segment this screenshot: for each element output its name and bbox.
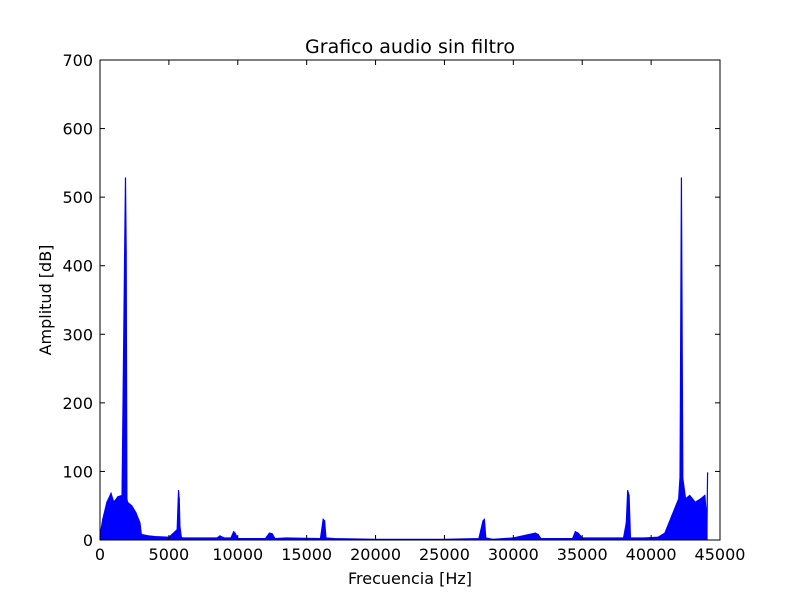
data-point — [694, 501, 696, 503]
plot-frame — [99, 59, 721, 541]
data-point — [154, 535, 156, 538]
data-point — [274, 538, 276, 540]
data-point — [233, 531, 235, 533]
data-point — [678, 498, 680, 500]
data-point — [482, 520, 484, 522]
data-point — [323, 520, 326, 522]
data-point — [117, 496, 119, 498]
data-point — [622, 537, 625, 539]
y-tick-label: 600 — [62, 120, 93, 139]
data-point — [140, 533, 142, 536]
data-point — [271, 533, 273, 535]
data-point — [178, 498, 180, 500]
x-tick-label: 30000 — [488, 545, 539, 564]
data-point — [537, 533, 539, 536]
data-point — [180, 536, 182, 538]
data-point — [534, 532, 536, 534]
data-point — [195, 537, 198, 539]
data-point — [689, 494, 691, 497]
data-point — [230, 537, 232, 539]
data-point — [126, 501, 129, 503]
data-point — [223, 537, 225, 539]
data-point — [643, 537, 645, 539]
data-point — [574, 531, 576, 533]
y-tick-label: 300 — [62, 325, 93, 344]
data-point — [125, 251, 127, 253]
data-point — [113, 501, 115, 503]
data-point — [182, 537, 184, 539]
data-point — [110, 492, 112, 494]
data-point — [216, 537, 218, 539]
y-tick-label: 500 — [62, 188, 93, 207]
data-point — [627, 490, 629, 492]
y-tick-label: 0 — [83, 531, 93, 550]
data-point — [577, 532, 579, 534]
data-point — [319, 538, 322, 540]
x-tick-label: 15000 — [281, 545, 332, 564]
data-point — [268, 532, 271, 534]
x-tick-label: 40000 — [626, 545, 677, 564]
data-point — [629, 537, 632, 539]
x-tick-label: 0 — [95, 545, 105, 564]
data-point — [285, 537, 287, 539]
data-point — [684, 498, 687, 500]
data-point — [657, 536, 659, 538]
data-point — [135, 511, 137, 514]
y-tick-label: 400 — [62, 257, 93, 276]
x-tick-label: 25000 — [419, 545, 470, 564]
data-point — [322, 518, 324, 521]
data-point — [679, 476, 681, 478]
y-tick-label: 700 — [62, 51, 93, 70]
data-point — [126, 498, 128, 500]
data-point — [121, 494, 123, 497]
data-point — [700, 498, 702, 500]
chart-title: Grafico audio sin filtro — [305, 36, 515, 58]
data-point — [325, 537, 327, 539]
data-point — [478, 538, 480, 540]
data-point — [680, 177, 683, 179]
data-point — [664, 532, 666, 534]
data-point — [704, 494, 706, 497]
data-point — [179, 525, 181, 527]
data-point — [682, 477, 684, 479]
x-axis-label: Frecuencia [Hz] — [348, 569, 472, 588]
x-tick-label: 20000 — [350, 545, 401, 564]
data-point — [707, 472, 709, 474]
data-point — [628, 494, 630, 497]
data-point — [176, 529, 178, 531]
y-tick-label: 100 — [62, 462, 93, 481]
data-point — [706, 525, 708, 527]
data-point — [571, 538, 574, 540]
y-axis-label: Amplitud [dB] — [36, 245, 55, 356]
data-point — [219, 535, 221, 537]
data-point — [675, 505, 677, 507]
x-tick-label: 5000 — [149, 545, 190, 564]
data-point — [625, 522, 627, 524]
x-tick-label: 10000 — [212, 545, 263, 564]
data-point — [540, 538, 542, 540]
data-point — [234, 532, 236, 534]
x-tick-label: 35000 — [557, 545, 608, 564]
plot-area: 0 5000 10000 15000 20000 25000 30000 35000 40000… — [62, 51, 745, 564]
data-point — [131, 505, 133, 507]
data-point — [102, 518, 104, 521]
data-point — [264, 538, 266, 540]
data-point — [483, 518, 485, 521]
data-point — [147, 535, 149, 537]
data-point — [485, 537, 487, 539]
data-point — [106, 501, 108, 503]
data-point — [124, 237, 126, 239]
data-point — [671, 515, 673, 517]
data-point — [705, 511, 707, 514]
data-point — [139, 522, 141, 524]
y-tick-label: 200 — [62, 394, 93, 413]
data-point — [124, 177, 127, 179]
data-point — [177, 490, 180, 492]
x-tick-label: 45000 — [695, 545, 746, 564]
data-point — [333, 538, 335, 540]
series-line-0 — [99, 177, 709, 540]
